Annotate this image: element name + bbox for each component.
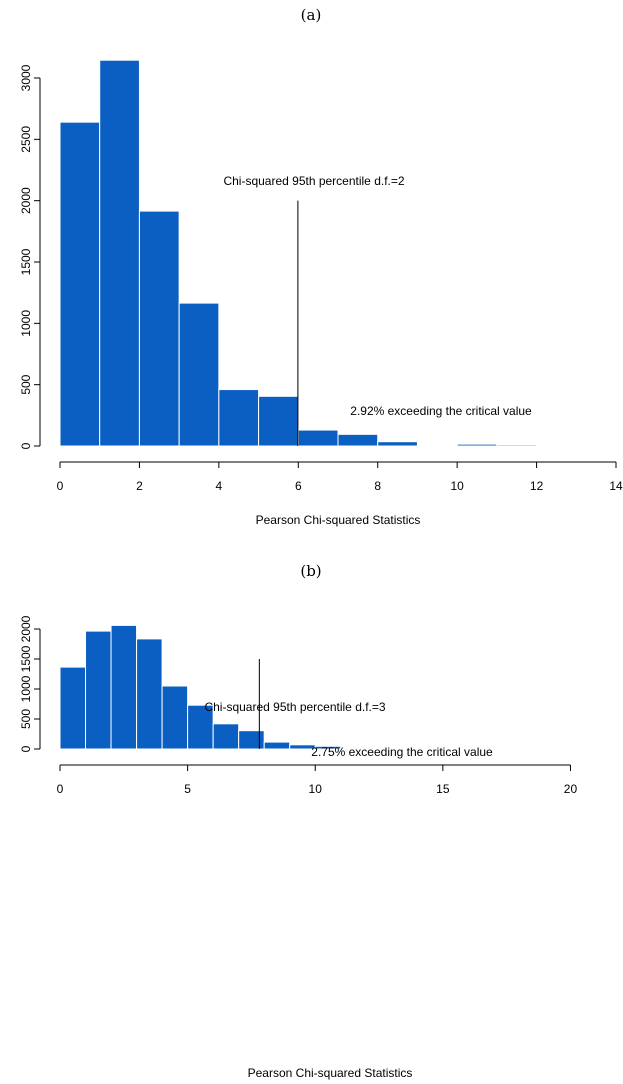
x-tick-label: 14 — [609, 479, 623, 493]
histogram-bar — [496, 444, 538, 447]
y-tick-label: 1000 — [19, 310, 33, 337]
histogram-bar — [59, 121, 101, 447]
x-tick-label: 0 — [57, 479, 64, 493]
x-tick-label: 6 — [295, 479, 302, 493]
panel-a-axes: 0 2 4 6 8 10 12 14 0 500 1000 1500 2000 2500 3000 — [19, 64, 623, 493]
histogram-bar — [377, 441, 418, 447]
histogram-bar — [416, 444, 458, 447]
histogram-bar — [569, 747, 597, 750]
histogram-bar — [136, 638, 163, 750]
y-tick-label: 2000 — [19, 615, 33, 642]
histogram-bar — [178, 302, 220, 447]
x-tick-label: 12 — [530, 479, 544, 493]
histogram-bar — [575, 444, 617, 447]
panel-b-exceed-label: 2.75% exceeding the critical value — [311, 745, 493, 759]
histogram-bar — [187, 704, 214, 750]
y-tick-label: 500 — [19, 709, 33, 729]
y-tick-label: 1500 — [19, 248, 33, 275]
y-tick-label: 1000 — [19, 675, 33, 702]
y-tick-label: 1500 — [19, 645, 33, 672]
x-tick-label: 2 — [136, 479, 143, 493]
histogram-bar — [161, 685, 189, 750]
panel-b-x-axis-label: Pearson Chi-squared Statistics — [248, 1066, 413, 1080]
x-tick-label: 5 — [184, 782, 191, 796]
x-tick-label: 0 — [57, 782, 64, 796]
x-tick-label: 15 — [436, 782, 450, 796]
x-tick-label: 10 — [309, 782, 323, 796]
x-tick-label: 20 — [564, 782, 578, 796]
histogram-bar — [456, 443, 498, 447]
histogram-bar — [99, 59, 140, 447]
histogram-bar — [85, 630, 112, 750]
histogram-bar — [493, 747, 520, 750]
histogram-bar — [337, 433, 379, 447]
x-tick-label: 4 — [216, 479, 223, 493]
panel-b-axes: 0 5 10 15 20 0 500 1000 1500 2000 — [19, 615, 577, 796]
histogram-bar — [258, 395, 299, 447]
y-tick-label: 2000 — [19, 187, 33, 214]
histogram-bar — [212, 723, 240, 750]
panel-a-x-axis-label: Pearson Chi-squared Statistics — [256, 513, 421, 527]
y-tick-label: 2500 — [19, 126, 33, 153]
y-tick-label: 3000 — [19, 64, 33, 91]
x-tick-label: 10 — [450, 479, 464, 493]
x-tick-label: 8 — [374, 479, 381, 493]
panel-b-critical-label: Chi-squared 95th percentile d.f.=3 — [204, 700, 385, 714]
histogram-bar — [138, 210, 180, 447]
y-tick-label: 500 — [19, 374, 33, 394]
histogram-bar — [110, 624, 138, 750]
histogram-bar — [218, 389, 260, 447]
panel-a-exceed-label: 2.92% exceeding the critical value — [350, 404, 532, 418]
panel-a-critical-label: Chi-squared 95th percentile d.f.=2 — [223, 174, 404, 188]
panel-a: (a) 0 2 4 6 8 10 12 14050010001500200025003000 … — [19, 6, 623, 527]
histogram-bar — [536, 444, 577, 447]
histogram-bar — [238, 730, 265, 750]
y-tick-label: 0 — [19, 745, 33, 752]
panel-b: (b) 0 5 10 15 20 0 500 1000 1500 2000 Chi-squared… — [19, 562, 597, 1080]
y-tick-label: 0 — [19, 442, 33, 449]
panel-b-label: (b) — [300, 562, 321, 580]
panel-a-bars — [59, 59, 617, 447]
histogram-bar — [297, 429, 339, 447]
histogram-bar — [59, 666, 87, 750]
histogram-bar — [263, 741, 291, 750]
panel-b-bars — [59, 624, 597, 750]
panel-a-label: (a) — [301, 6, 322, 24]
